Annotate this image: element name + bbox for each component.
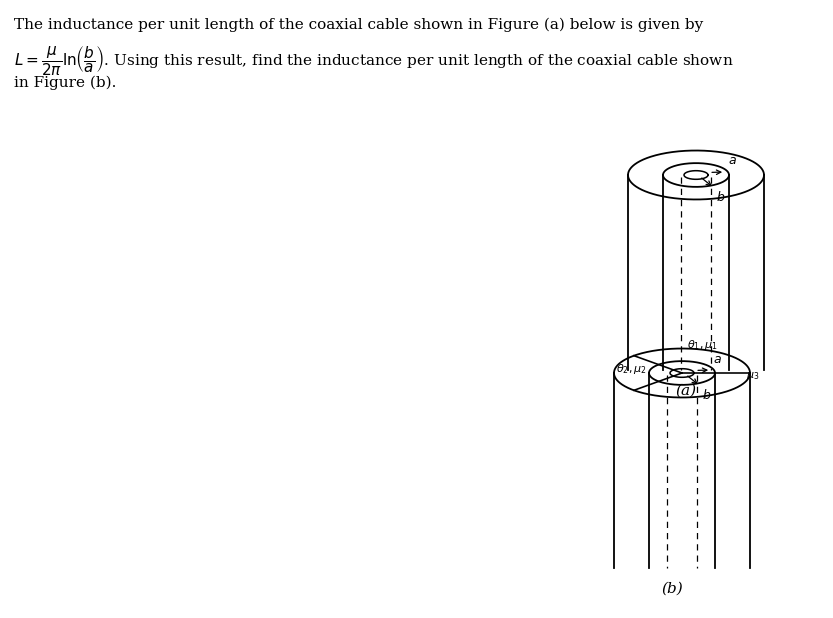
Text: in Figure (b).: in Figure (b). <box>14 76 117 90</box>
Text: The inductance per unit length of the coaxial cable shown in Figure (a) below is: The inductance per unit length of the co… <box>14 18 703 32</box>
Text: $a$: $a$ <box>728 154 737 167</box>
Text: $b$: $b$ <box>702 388 711 402</box>
Text: $a$: $a$ <box>713 353 722 366</box>
Text: $\mu_3$: $\mu_3$ <box>746 370 760 382</box>
Text: $b$: $b$ <box>716 190 726 204</box>
Text: $\theta_2, \mu_2$: $\theta_2, \mu_2$ <box>616 362 646 376</box>
Text: (b): (b) <box>661 582 683 596</box>
Text: $\theta_1, \mu_1$: $\theta_1, \mu_1$ <box>686 338 718 352</box>
Text: (a): (a) <box>676 384 696 398</box>
Text: $L = \dfrac{\mu}{2\pi}\ln\!\left(\dfrac{b}{a}\right)$. Using this result, find t: $L = \dfrac{\mu}{2\pi}\ln\!\left(\dfrac{… <box>14 44 734 77</box>
